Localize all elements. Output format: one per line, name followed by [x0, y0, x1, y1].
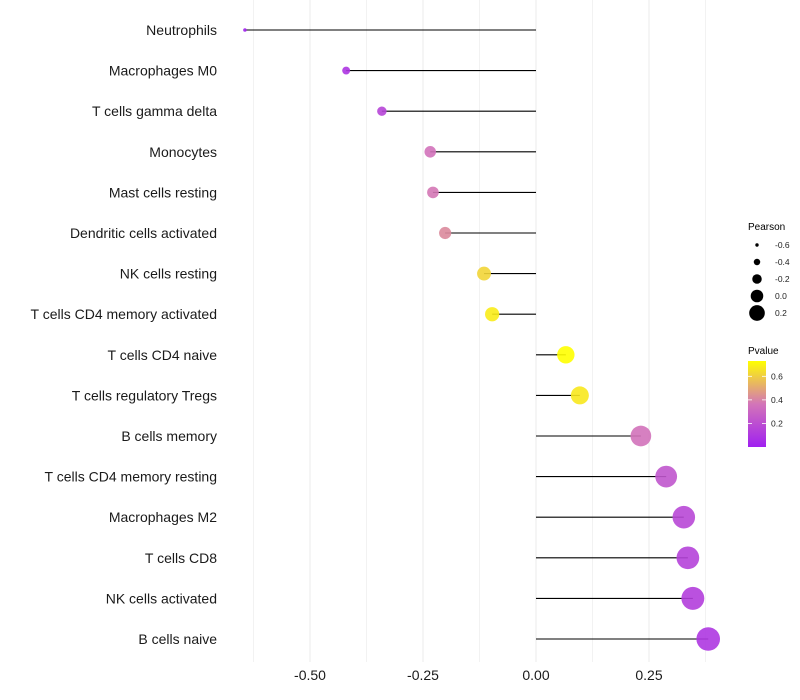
point — [477, 266, 491, 281]
point — [630, 425, 652, 447]
point — [485, 307, 500, 322]
point — [243, 28, 247, 32]
grid-lines — [253, 0, 706, 662]
size-legend-label: 0.2 — [775, 308, 787, 318]
x-axis-labels: -0.50 -0.25 0.00 0.25 — [294, 667, 663, 683]
color-legend-title: Pvalue — [748, 346, 779, 357]
y-tick-label: Macrophages M0 — [109, 63, 217, 79]
color-legend-label: 0.6 — [771, 371, 783, 381]
point — [681, 586, 705, 610]
point — [424, 146, 437, 158]
size-legend-title: Pearson — [748, 222, 785, 233]
y-tick-label: B cells naive — [138, 631, 217, 647]
y-tick-label: T cells CD4 memory activated — [31, 306, 217, 322]
pearson-size-legend: Pearson -0.6 -0.4 -0.2 0.0 0.2 — [748, 222, 790, 321]
color-bar — [748, 361, 766, 447]
x-tick-label: -0.25 — [407, 667, 439, 683]
color-legend-label: 0.2 — [771, 418, 783, 428]
points — [243, 28, 721, 651]
y-tick-label: Dendritic cells activated — [70, 225, 217, 241]
y-axis-labels: Neutrophils Macrophages M0 T cells gamma d… — [31, 22, 218, 647]
y-tick-label: Monocytes — [149, 144, 217, 160]
x-tick-label: 0.25 — [635, 667, 662, 683]
y-tick-label: T cells regulatory Tregs — [72, 387, 217, 403]
point — [676, 546, 700, 570]
pvalue-color-legend: Pvalue 0.2 0.4 0.6 — [748, 346, 783, 447]
point — [655, 465, 678, 488]
size-legend-dot — [752, 274, 762, 284]
point — [439, 226, 452, 240]
size-legend-dot — [749, 305, 765, 321]
point — [377, 106, 387, 116]
point — [427, 186, 439, 199]
point — [557, 346, 575, 364]
y-tick-label: Macrophages M2 — [109, 509, 217, 525]
size-legend-label: -0.6 — [775, 240, 790, 250]
y-tick-label: T cells CD4 naive — [108, 347, 218, 363]
color-legend-label: 0.4 — [771, 395, 783, 405]
size-legend-dot — [753, 258, 761, 266]
point — [696, 627, 721, 651]
y-tick-label: T cells CD8 — [145, 550, 217, 566]
y-tick-label: Neutrophils — [146, 22, 217, 38]
point — [342, 66, 351, 75]
y-tick-label: T cells CD4 memory resting — [45, 469, 217, 485]
y-tick-label: NK cells activated — [106, 590, 217, 606]
size-legend-label: -0.2 — [775, 274, 790, 284]
size-legend-dot — [750, 289, 764, 303]
size-legend-label: 0.0 — [775, 291, 787, 301]
stems — [244, 29, 709, 640]
y-tick-label: Mast cells resting — [109, 184, 217, 200]
y-tick-label: B cells memory — [121, 428, 217, 444]
x-tick-label: 0.00 — [522, 667, 549, 683]
y-tick-label: T cells gamma delta — [92, 103, 217, 119]
size-legend-label: -0.4 — [775, 257, 790, 267]
y-tick-label: NK cells resting — [120, 266, 217, 282]
x-tick-label: -0.50 — [294, 667, 326, 683]
size-legend-dot — [755, 243, 759, 247]
point — [570, 386, 589, 405]
point — [672, 505, 696, 529]
